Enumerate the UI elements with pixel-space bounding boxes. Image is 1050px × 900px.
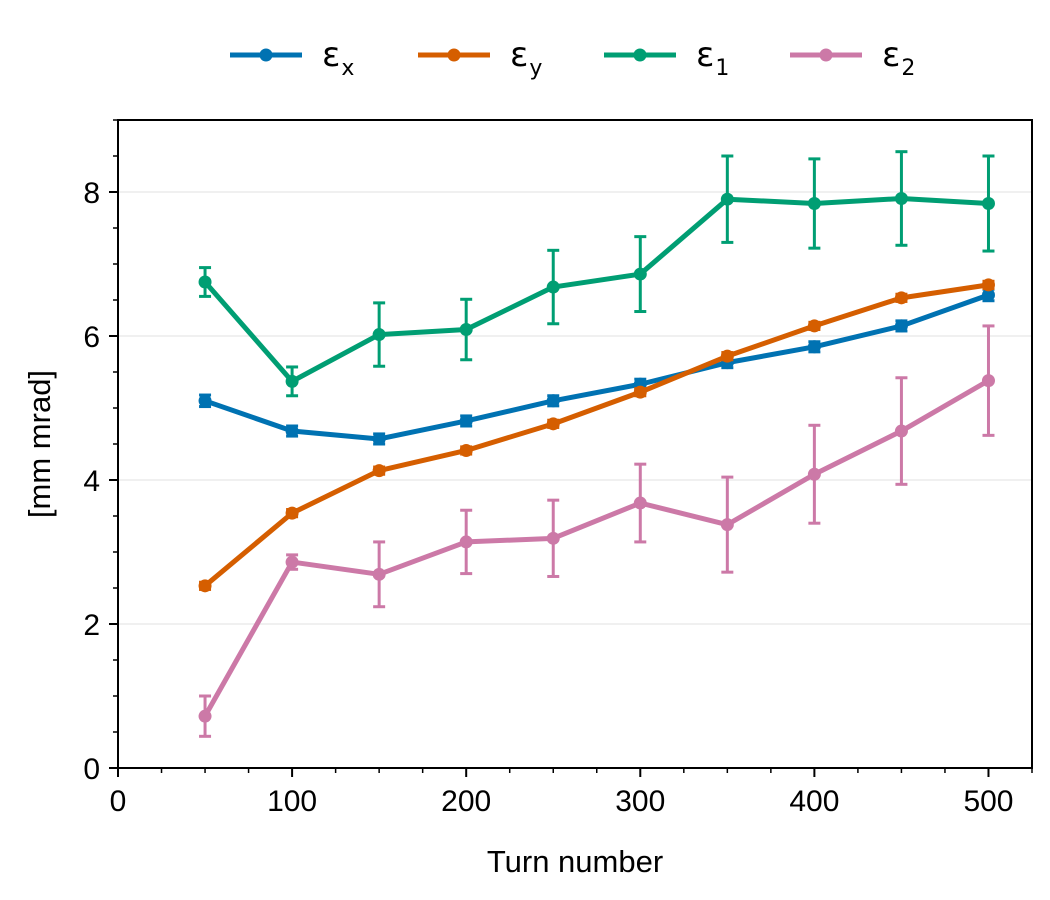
- legend-item-x: εx: [230, 35, 354, 81]
- data-point: [459, 443, 473, 457]
- x-axis-label: Turn number: [487, 844, 663, 879]
- series-line: [202, 282, 991, 589]
- legend-marker: [447, 48, 461, 62]
- data-point: [807, 319, 821, 333]
- legend-label: εx: [322, 35, 354, 81]
- data-point: [981, 288, 995, 302]
- y-tick-label: 6: [83, 321, 100, 354]
- data-point: [198, 275, 212, 289]
- x-tick-label: 300: [615, 785, 665, 818]
- data-point: [372, 432, 386, 446]
- data-point: [981, 278, 995, 292]
- data-point: [459, 414, 473, 428]
- data-point: [459, 323, 473, 337]
- y-tick-label: 0: [83, 753, 100, 786]
- legend-label: ε1: [696, 35, 729, 81]
- series-y: [198, 278, 995, 593]
- legend-marker: [633, 48, 647, 62]
- data-point: [633, 267, 647, 281]
- data-point: [720, 192, 734, 206]
- data-point: [285, 424, 299, 438]
- data-point: [198, 579, 212, 593]
- data-point: [720, 518, 734, 532]
- x-tick-label: 400: [789, 785, 839, 818]
- data-point: [894, 424, 908, 438]
- y-tick-label: 4: [83, 465, 100, 498]
- legend: εx εy ε1 ε2: [230, 35, 915, 81]
- x-axis: 0 100 200 300 400 500: [110, 768, 1033, 818]
- series-layer: [198, 150, 995, 738]
- series-2: [198, 324, 995, 738]
- data-point: [807, 340, 821, 354]
- x-tick-label: 100: [267, 785, 317, 818]
- data-point: [720, 349, 734, 363]
- legend-marker: [259, 48, 273, 62]
- data-point: [546, 531, 560, 545]
- data-point: [894, 319, 908, 333]
- data-point: [372, 567, 386, 581]
- plot-frame: [117, 119, 1033, 769]
- legend-item-1: ε1: [604, 35, 729, 81]
- y-tick-label: 2: [83, 609, 100, 642]
- data-point: [546, 280, 560, 294]
- legend-label: εy: [510, 35, 542, 81]
- data-point: [894, 191, 908, 205]
- data-point: [807, 197, 821, 211]
- x-tick-label: 0: [110, 785, 127, 818]
- data-point: [894, 291, 908, 305]
- x-tick-label: 500: [963, 785, 1013, 818]
- data-point: [198, 394, 212, 408]
- data-point: [285, 555, 299, 569]
- data-point: [981, 197, 995, 211]
- data-point: [285, 374, 299, 388]
- y-axis-label: [mm mrad]: [22, 370, 57, 518]
- series-line: [202, 195, 991, 384]
- data-point: [981, 374, 995, 388]
- series-line: [202, 292, 991, 442]
- data-point: [807, 467, 821, 481]
- y-tick-label: 8: [83, 177, 100, 210]
- data-point: [546, 417, 560, 431]
- series-line: [202, 378, 991, 719]
- data-point: [633, 385, 647, 399]
- legend-label: ε2: [882, 35, 915, 81]
- data-point: [372, 464, 386, 478]
- grid: [118, 191, 1032, 625]
- series-1: [198, 150, 995, 398]
- legend-item-2: ε2: [790, 35, 915, 81]
- data-point: [372, 328, 386, 342]
- x-tick-label: 200: [441, 785, 491, 818]
- legend-marker: [819, 48, 833, 62]
- data-point: [633, 496, 647, 510]
- data-point: [285, 506, 299, 520]
- y-axis: 0 2 4 6 8: [83, 119, 118, 786]
- data-point: [459, 535, 473, 549]
- data-point: [198, 709, 212, 723]
- legend-item-y: εy: [418, 35, 542, 81]
- data-point: [546, 394, 560, 408]
